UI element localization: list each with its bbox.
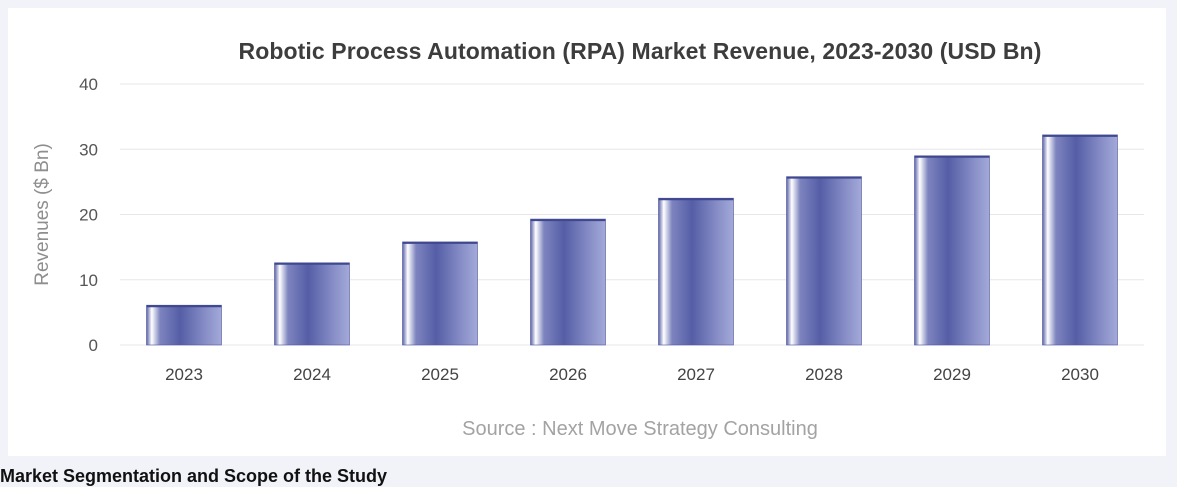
section-heading-partial: Market Segmentation and Scope of the Stu… [0,466,388,486]
bar-2028 [786,176,862,346]
x-tick-label: 2025 [421,365,459,384]
bar-2027 [658,197,734,346]
x-tick-label: 2028 [805,365,843,384]
y-tick-label: 30 [79,140,98,159]
x-tick-label: 2023 [165,365,203,384]
y-tick-label: 20 [79,206,98,225]
x-tick-label: 2029 [933,365,971,384]
bar-2030 [1042,134,1118,346]
bar-2023 [146,304,222,346]
bar-2025 [402,241,478,346]
chart-source: Source : Next Move Strategy Consulting [462,418,818,440]
chart-card: Robotic Process Automation (RPA) Market … [8,8,1166,456]
y-tick-label: 40 [79,75,98,94]
bar-2026 [530,218,606,346]
x-tick-label: 2027 [677,365,715,384]
y-axis-label: Revenues ($ Bn) [32,143,53,286]
y-tick-label: 0 [89,336,98,355]
x-tick-label: 2026 [549,365,587,384]
y-tick-label: 10 [79,271,98,290]
bar-2024 [274,262,350,346]
bar-2029 [914,155,990,346]
x-tick-label: 2030 [1061,365,1099,384]
chart-title: Robotic Process Automation (RPA) Market … [238,38,1042,64]
x-tick-label: 2024 [293,365,331,384]
